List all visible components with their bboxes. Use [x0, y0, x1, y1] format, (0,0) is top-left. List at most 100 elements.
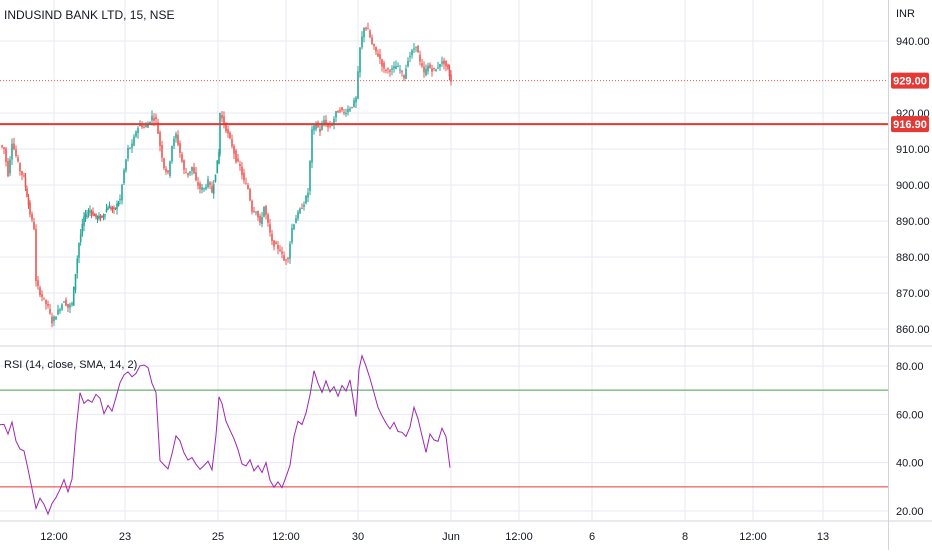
candle-body: [447, 64, 449, 69]
candle-body: [107, 207, 109, 210]
time-tick-label: 13: [817, 531, 829, 543]
currency-label: INR: [896, 8, 915, 20]
candle-body: [443, 60, 445, 65]
candle-body: [219, 113, 221, 154]
candle-body: [351, 107, 353, 109]
candle-body: [51, 316, 53, 324]
candle-body: [365, 27, 367, 30]
candle-body: [261, 217, 263, 225]
candle-body: [157, 122, 159, 134]
candle-body: [123, 170, 125, 184]
time-tick-label: 23: [119, 531, 131, 543]
rsi-tick-label: 80.00: [896, 361, 924, 373]
candle-body: [102, 215, 105, 218]
candle-body: [373, 43, 375, 47]
candle-body: [275, 242, 277, 245]
candle-body: [145, 124, 147, 128]
candle-body: [216, 160, 219, 174]
candle-body: [259, 215, 261, 223]
time-tick-label: 12:00: [739, 531, 767, 543]
candle-body: [341, 107, 343, 111]
candle-body: [387, 68, 389, 70]
rsi-line: [0, 353, 451, 516]
candle-body: [321, 124, 323, 130]
price-tick-label: 870.00: [896, 288, 930, 300]
candle-body: [311, 129, 313, 163]
candle-body: [389, 70, 391, 72]
candle-body: [343, 112, 345, 114]
candle-body: [57, 309, 59, 315]
candle-body: [203, 188, 205, 190]
candle-body: [377, 53, 379, 57]
candle-body: [419, 55, 421, 62]
time-tick-label: 25: [212, 531, 224, 543]
candle-body: [361, 36, 363, 48]
candle-body: [337, 110, 339, 113]
support-price-badge: [891, 116, 929, 133]
candle-body: [110, 207, 112, 210]
candle-body: [239, 164, 241, 167]
candle-body: [78, 242, 80, 258]
candle-body: [379, 54, 381, 60]
candle-body: [435, 69, 437, 72]
rsi-pane[interactable]: [0, 353, 888, 516]
last-price-value: 929.00: [893, 76, 927, 88]
candle-body: [151, 115, 153, 121]
candle-body: [357, 71, 359, 99]
candle-body: [291, 228, 293, 243]
candle-body: [76, 258, 79, 274]
candle-body: [69, 304, 71, 308]
candle-body: [84, 213, 87, 218]
candle-body: [431, 68, 433, 72]
candle-body: [127, 147, 129, 159]
candle-body: [71, 303, 73, 305]
candle-body: [359, 47, 361, 73]
candle-body: [425, 68, 427, 76]
candle-body: [345, 113, 347, 115]
time-tick-label: 30: [352, 531, 364, 543]
candle-body: [367, 28, 369, 30]
grid-layer: [0, 0, 888, 520]
candle-body: [211, 186, 213, 193]
candle-body: [189, 171, 191, 174]
candle-body: [197, 182, 199, 186]
candle-body: [445, 60, 447, 67]
candle-body: [121, 184, 123, 201]
candle-body: [279, 249, 281, 252]
candle-body: [53, 316, 55, 322]
candle-body: [39, 287, 41, 296]
price-pane[interactable]: [0, 22, 888, 328]
candle-body: [225, 122, 227, 132]
candle-body: [235, 150, 237, 162]
candle-body: [437, 67, 439, 69]
candle-body: [335, 111, 337, 118]
candle-body: [13, 143, 15, 150]
candle-body: [218, 152, 220, 164]
candle-body: [49, 309, 51, 314]
candle-body: [185, 172, 187, 174]
candle-body: [415, 46, 417, 48]
candle-body: [181, 154, 183, 162]
candle-body: [108, 206, 111, 209]
chart-title: INDUSIND BANK LTD, 15, NSE: [4, 8, 175, 22]
candle-body: [205, 186, 207, 190]
candle-body: [117, 202, 120, 206]
candle-body: [363, 27, 365, 38]
candle-body: [19, 163, 21, 172]
candle-body: [101, 215, 103, 218]
candle-body: [285, 259, 287, 261]
candle-body: [209, 182, 211, 185]
candle-body: [24, 177, 27, 188]
candle-body: [295, 218, 297, 224]
candle-body: [141, 123, 143, 128]
candle-body: [429, 64, 431, 69]
candle-body: [133, 136, 135, 146]
price-tick-label: 860.00: [896, 324, 930, 336]
candle-body: [237, 158, 239, 162]
candle-body: [409, 55, 411, 57]
candle-body: [231, 139, 233, 147]
rsi-tick-label: 60.00: [896, 409, 924, 421]
candle-body: [29, 202, 31, 215]
